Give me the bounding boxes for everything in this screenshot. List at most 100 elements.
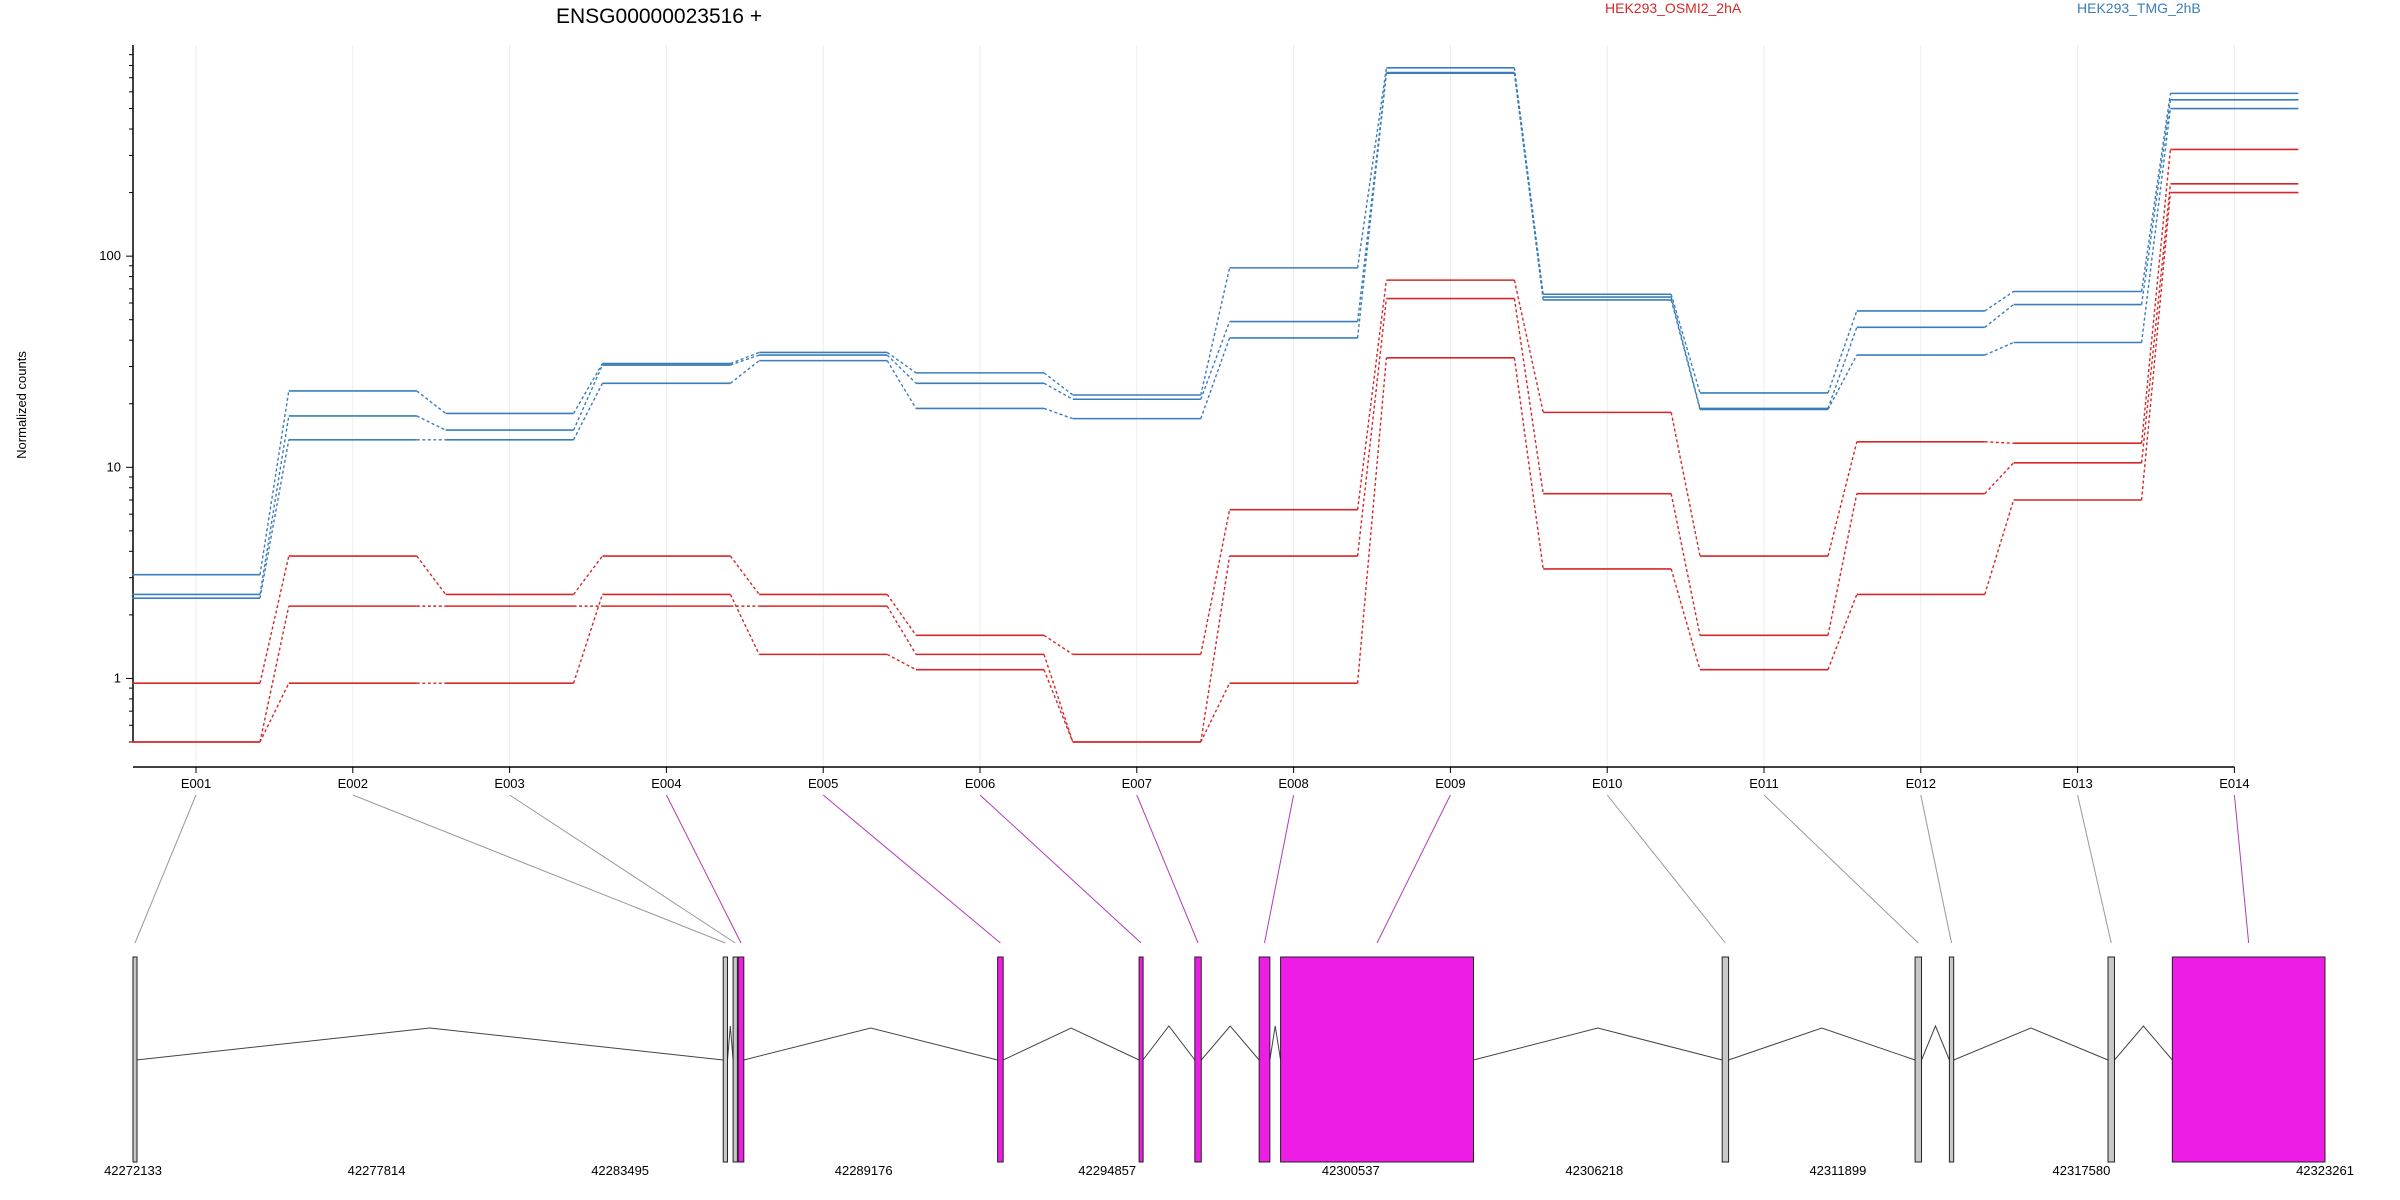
series-transition: [1670, 294, 1701, 394]
series-transition: [1984, 290, 2014, 312]
exon-box-e008: [1258, 956, 1271, 1163]
series-transition: [1827, 594, 1858, 670]
series-transition: [1827, 327, 1858, 409]
series-transition: [2140, 192, 2172, 501]
series-transition: [416, 415, 446, 431]
y-tick-label: 1: [114, 670, 121, 685]
series-1: [132, 66, 2299, 576]
exon-box-e004: [737, 956, 745, 1163]
series-transition: [1670, 296, 1701, 409]
exon-box-e012: [1948, 956, 1955, 1163]
genomic-coordinate-label: 42272133: [104, 1163, 162, 1178]
series-transition: [259, 390, 290, 575]
exon-connector: [822, 794, 1001, 944]
series-transition: [1827, 310, 1858, 394]
exon-box-e006: [1138, 956, 1144, 1163]
legend-entry-osmi2: HEK293_OSMI2_2hA: [1605, 0, 1742, 16]
series-transition: [259, 605, 290, 743]
exon-connector: [1264, 794, 1295, 944]
series-transition: [2140, 108, 2172, 343]
series-transition: [1200, 509, 1231, 655]
exon-box-e003: [732, 956, 738, 1163]
exon-connector: [352, 794, 726, 944]
series-transition: [1984, 462, 2015, 495]
intron-line: [1269, 1025, 1282, 1061]
series-transition: [1984, 499, 2015, 595]
exon-connector: [1136, 794, 1199, 944]
series-transition: [572, 594, 604, 684]
intron-line: [1921, 1024, 1950, 1061]
series-transition: [416, 555, 447, 595]
genomic-coordinate-label: 42289176: [835, 1163, 893, 1178]
genomic-coordinate-label: 42294857: [1078, 1163, 1136, 1178]
intron-line: [1002, 1027, 1140, 1061]
series-transition: [730, 354, 760, 366]
exon-box-e007: [1194, 956, 1202, 1163]
x-tick-label: E001: [181, 776, 211, 791]
series-transition: [1827, 493, 1858, 636]
exon-connector: [134, 794, 197, 944]
series-transition: [1670, 412, 1701, 557]
intron-line: [1953, 1027, 2109, 1061]
series-transition: [1670, 493, 1701, 636]
series-transition: [1043, 634, 1074, 655]
exon-box-e011: [1914, 956, 1923, 1163]
intron-line: [136, 1027, 724, 1061]
series-transition: [1200, 555, 1231, 743]
x-tick-label: E004: [651, 776, 681, 791]
exon-connectors: [134, 794, 2250, 944]
exon-connector: [2077, 794, 2112, 944]
intron-line: [727, 1025, 734, 1061]
series-transition: [572, 364, 604, 431]
series-transition: [1984, 303, 2015, 328]
gene-model: 42272133 42277814 42283495 42289176 42294857…: [104, 956, 2354, 1178]
intron-line: [2114, 1025, 2173, 1061]
exon-connector: [2233, 794, 2250, 944]
series-transition: [886, 354, 917, 384]
exon-box-e009: [1280, 956, 1475, 1163]
series-transition: [729, 594, 760, 655]
y-tick-label: 10: [107, 459, 121, 474]
series-transition: [730, 351, 760, 365]
series-layer: [132, 66, 2299, 743]
series-transition: [1200, 321, 1231, 400]
series-transition: [1827, 354, 1858, 410]
exon-connector: [979, 794, 1142, 944]
x-tick-label: E002: [338, 776, 368, 791]
series-transition: [259, 439, 290, 599]
series-transition: [886, 360, 917, 409]
x-tick-label: E006: [965, 776, 995, 791]
series-transition: [1356, 298, 1388, 557]
series-transition: [2140, 183, 2172, 463]
axes: 1 10 100 E001 E002 E003 E004 E005 E006 E007 E008 E0…: [99, 45, 2250, 791]
series-transition: [1513, 357, 1544, 570]
series-transition: [1827, 441, 1858, 557]
series-transition: [1670, 299, 1701, 410]
series-transition: [1356, 280, 1388, 510]
x-tick-label: E007: [1122, 776, 1152, 791]
series-transition: [259, 415, 290, 595]
series-transition: [572, 363, 604, 414]
legend-entry-tmg: HEK293_TMG_2hB: [2077, 0, 2201, 16]
series-transition: [1513, 279, 1544, 413]
intron-line: [743, 1027, 998, 1061]
exon-connector: [1376, 794, 1451, 944]
series-transition: [729, 360, 760, 384]
series-transition: [886, 351, 917, 374]
genomic-coordinate-label: 42300537: [1322, 1163, 1380, 1178]
exon-box-e001: [132, 956, 138, 1163]
genomic-coordinate-label: 42283495: [591, 1163, 649, 1178]
series-transition: [1043, 407, 1074, 420]
intron-line: [1200, 1025, 1260, 1061]
series-transition: [1043, 669, 1074, 743]
intron-line: [1142, 1025, 1196, 1061]
y-tick-label: 100: [99, 248, 121, 263]
series-transition: [1043, 382, 1074, 400]
series-transition: [729, 555, 760, 595]
series-transition: [1513, 73, 1544, 301]
genomic-coordinate-label: 42306218: [1565, 1163, 1623, 1178]
series-transition: [1356, 67, 1388, 268]
y-axis-label: Normalized counts: [14, 351, 29, 459]
series-3: [132, 72, 2299, 599]
